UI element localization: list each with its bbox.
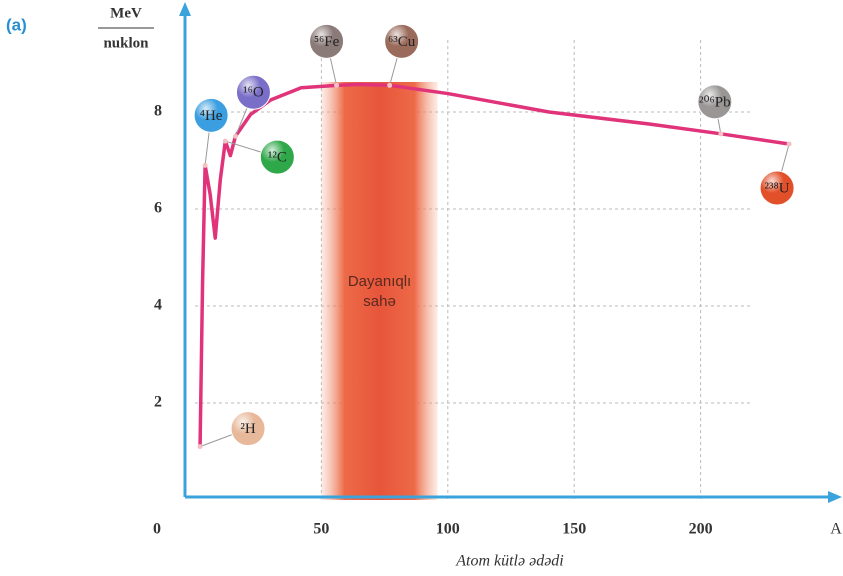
nuclide-shine bbox=[194, 98, 229, 133]
annotation-point bbox=[202, 162, 208, 168]
nuclide-shine bbox=[697, 84, 732, 119]
x-label: Atom kütlə ədədi bbox=[455, 553, 564, 570]
y-label-top: MeV bbox=[110, 5, 142, 21]
x-tick-label: 200 bbox=[689, 521, 713, 538]
nuclide-label: ⁶³Cu bbox=[388, 34, 416, 50]
annotation-point bbox=[222, 138, 228, 144]
annotation-point bbox=[232, 133, 238, 139]
y-tick-label: 8 bbox=[154, 103, 162, 120]
x-tick-label: 0 bbox=[153, 521, 161, 538]
annotation-point bbox=[718, 131, 724, 137]
stable-region-label: sahə bbox=[363, 293, 396, 310]
nuclide-label: ¹⁶O bbox=[243, 85, 264, 101]
nuclide-label: ¹²C bbox=[268, 150, 287, 166]
x-tick-label: 50 bbox=[313, 521, 329, 538]
annotation-point bbox=[334, 82, 340, 88]
stable-region-label: Dayanıqlı bbox=[348, 273, 411, 290]
y-tick-label: 2 bbox=[154, 394, 162, 411]
nuclide-shine bbox=[309, 24, 344, 59]
nuclide-label: ²⁰⁶Pb bbox=[699, 94, 731, 110]
x-tick-label: 100 bbox=[436, 521, 460, 538]
plot-area: 2 4 6 8 0 50 100 150 200 Dayanıqlı sahə ²H ⁴He ¹²C ¹⁶O… bbox=[153, 2, 842, 538]
annotation-point bbox=[786, 141, 792, 147]
x-tick-label: 150 bbox=[562, 521, 586, 538]
nuclide-label: ⁵⁶Fe bbox=[314, 34, 340, 50]
nuclide-label: ⁴He bbox=[200, 108, 223, 124]
nuclide-shine bbox=[260, 140, 295, 175]
nuclide-shine bbox=[236, 75, 271, 110]
nuclide-label: ²H bbox=[240, 421, 255, 437]
nuclide-shine bbox=[384, 24, 419, 59]
y-label-bottom: nuklon bbox=[103, 35, 149, 51]
nuclide-shine bbox=[760, 171, 795, 206]
annotation-point bbox=[197, 444, 203, 450]
x-axis-arrow bbox=[828, 491, 842, 503]
curve bbox=[198, 82, 790, 447]
y-tick-label: 6 bbox=[154, 200, 162, 217]
y-tick-label: 4 bbox=[154, 297, 162, 314]
y-axis-arrow bbox=[179, 2, 191, 16]
stable-region bbox=[321, 82, 438, 500]
x-axis-end-label: A bbox=[830, 521, 842, 538]
annotation-point bbox=[387, 82, 393, 88]
nuclide-shine bbox=[231, 411, 266, 446]
nuclide-label: ²³⁸U bbox=[765, 180, 790, 196]
panel-label: (a) bbox=[6, 15, 27, 34]
